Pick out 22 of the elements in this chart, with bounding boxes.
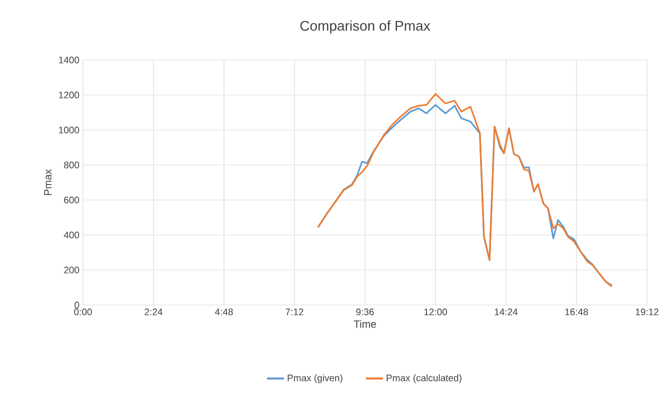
y-tick-label: 1400 xyxy=(59,56,80,64)
y-tick-label: 1200 xyxy=(59,92,80,98)
x-tick-label: 12:00 xyxy=(424,308,448,316)
y-tick-label: 800 xyxy=(64,162,80,168)
y-tick-label: 600 xyxy=(64,196,80,204)
y-tick-label: 400 xyxy=(64,232,80,238)
y-tick-label: 0 xyxy=(74,302,80,308)
x-tick-label: 9:36 xyxy=(356,308,374,316)
x-tick-label: 19:12 xyxy=(636,308,658,316)
chart-title: Comparison of Pmax xyxy=(300,20,430,34)
x-tick-label: 0:00 xyxy=(74,308,92,316)
x-tick-label: 16:48 xyxy=(565,308,588,316)
y-tick-label: 1000 xyxy=(59,126,80,134)
x-axis-title: Time xyxy=(354,320,376,328)
y-axis-title: Pmax xyxy=(44,169,52,196)
legend-label: Pmax (calculated) xyxy=(386,374,462,384)
x-tick-label: 7:12 xyxy=(286,308,304,316)
y-tick-label: 200 xyxy=(64,266,80,274)
legend-label: Pmax (given) xyxy=(288,374,342,384)
x-tick-label: 2:24 xyxy=(144,308,162,316)
x-tick-label: 14:24 xyxy=(494,308,518,316)
x-tick-label: 4:48 xyxy=(214,308,233,316)
